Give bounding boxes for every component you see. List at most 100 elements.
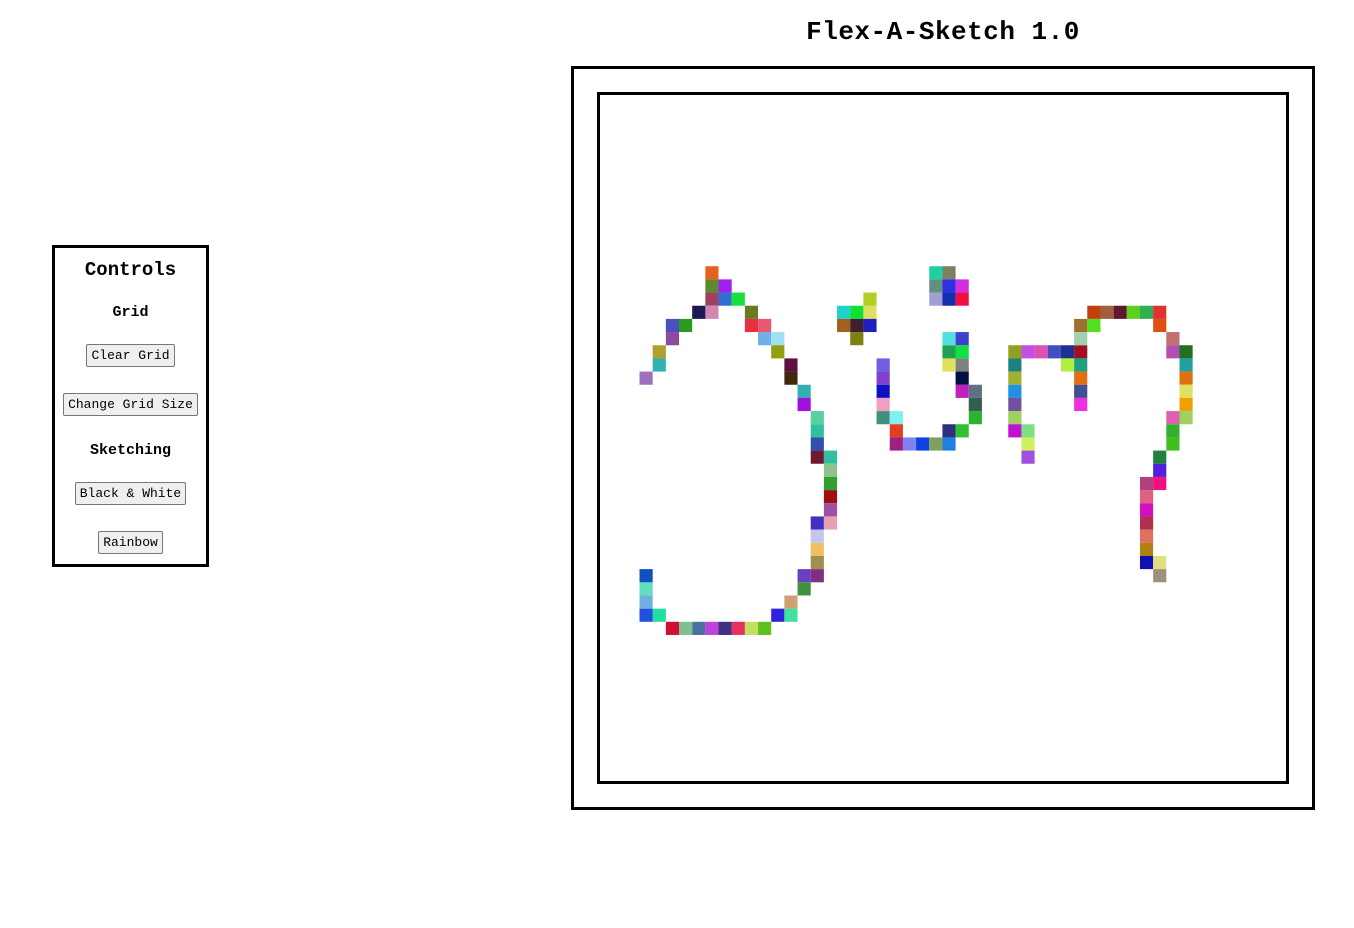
sketch-cell[interactable] xyxy=(784,595,798,609)
sketch-cell[interactable] xyxy=(1060,358,1075,372)
sketch-cell[interactable] xyxy=(1153,555,1167,570)
sketch-cell[interactable] xyxy=(942,279,956,293)
sketch-cell[interactable] xyxy=(1021,345,1035,359)
sketch-cell[interactable] xyxy=(744,318,759,333)
sketch-cell[interactable] xyxy=(810,450,824,464)
sketch-cell[interactable] xyxy=(876,397,890,412)
sketch-cell[interactable] xyxy=(1139,516,1154,530)
sketch-cell[interactable] xyxy=(1100,305,1114,319)
sketch-cell[interactable] xyxy=(679,318,693,333)
sketch-grid[interactable] xyxy=(597,92,1289,784)
sketch-cell[interactable] xyxy=(1139,555,1154,570)
sketch-cell[interactable] xyxy=(1166,424,1180,438)
sketch-cell[interactable] xyxy=(718,621,732,635)
sketch-cell[interactable] xyxy=(810,569,824,583)
sketch-cell[interactable] xyxy=(837,305,851,319)
sketch-cell[interactable] xyxy=(889,437,903,451)
sketch-cell[interactable] xyxy=(1021,437,1035,451)
sketch-cell[interactable] xyxy=(652,608,666,622)
sketch-cell[interactable] xyxy=(1074,397,1088,412)
sketch-cell[interactable] xyxy=(955,371,969,385)
sketch-cell[interactable] xyxy=(784,608,798,622)
sketch-cell[interactable] xyxy=(1166,411,1180,425)
sketch-cell[interactable] xyxy=(1074,332,1088,346)
sketch-cell[interactable] xyxy=(705,292,719,306)
sketch-cell[interactable] xyxy=(705,621,719,635)
sketch-cell[interactable] xyxy=(823,476,838,491)
sketch-cell[interactable] xyxy=(968,397,982,412)
sketch-cell[interactable] xyxy=(929,292,943,306)
sketch-cell[interactable] xyxy=(850,318,864,333)
sketch-cell[interactable] xyxy=(889,411,903,425)
sketch-cell[interactable] xyxy=(639,595,653,609)
sketch-cell[interactable] xyxy=(1021,424,1035,438)
sketch-cell[interactable] xyxy=(1139,503,1154,517)
sketch-cell[interactable] xyxy=(929,266,943,280)
sketch-cell[interactable] xyxy=(1074,384,1088,398)
sketch-cell[interactable] xyxy=(1139,542,1154,556)
sketch-cell[interactable] xyxy=(718,292,732,306)
rainbow-button[interactable]: Rainbow xyxy=(98,531,163,554)
sketch-cell[interactable] xyxy=(1074,371,1088,385)
sketch-cell[interactable] xyxy=(968,384,982,398)
sketch-cell[interactable] xyxy=(1166,345,1180,359)
sketch-cell[interactable] xyxy=(758,621,772,635)
sketch-cell[interactable] xyxy=(639,569,653,583)
sketch-cell[interactable] xyxy=(1166,332,1180,346)
sketch-cell[interactable] xyxy=(916,437,930,451)
sketch-cell[interactable] xyxy=(652,358,666,372)
sketch-cell[interactable] xyxy=(771,345,785,359)
sketch-cell[interactable] xyxy=(823,516,838,530)
sketch-cell[interactable] xyxy=(639,608,653,622)
sketch-cell[interactable] xyxy=(1179,371,1193,385)
sketch-cell[interactable] xyxy=(1008,345,1022,359)
sketch-cell[interactable] xyxy=(1008,411,1022,425)
sketch-cell[interactable] xyxy=(679,621,693,635)
sketch-cell[interactable] xyxy=(1008,397,1022,412)
sketch-cell[interactable] xyxy=(929,279,943,293)
sketch-cell[interactable] xyxy=(942,332,956,346)
sketch-cell[interactable] xyxy=(665,332,680,346)
sketch-cell[interactable] xyxy=(837,318,851,333)
sketch-cell[interactable] xyxy=(810,542,824,556)
sketch-cell[interactable] xyxy=(1179,411,1193,425)
sketch-cell[interactable] xyxy=(955,345,969,359)
sketch-cell[interactable] xyxy=(797,582,811,596)
sketch-cell[interactable] xyxy=(1047,345,1061,359)
sketch-cell[interactable] xyxy=(823,503,838,517)
clear-grid-button[interactable]: Clear Grid xyxy=(86,344,175,367)
sketch-cell[interactable] xyxy=(1166,437,1180,451)
sketch-cell[interactable] xyxy=(1139,305,1154,319)
sketch-cell[interactable] xyxy=(1008,371,1022,385)
sketch-canvas[interactable] xyxy=(600,95,1286,781)
sketch-cell[interactable] xyxy=(1179,358,1193,372)
sketch-cell[interactable] xyxy=(1074,358,1088,372)
sketch-cell[interactable] xyxy=(1179,384,1193,398)
sketch-cell[interactable] xyxy=(1179,397,1193,412)
sketch-cell[interactable] xyxy=(810,424,824,438)
sketch-cell[interactable] xyxy=(1008,424,1022,438)
sketch-cell[interactable] xyxy=(1139,490,1154,504)
sketch-cell[interactable] xyxy=(889,424,903,438)
sketch-cell[interactable] xyxy=(652,345,666,359)
sketch-cell[interactable] xyxy=(771,608,785,622)
sketch-cell[interactable] xyxy=(955,358,969,372)
sketch-cell[interactable] xyxy=(955,384,969,398)
sketch-cell[interactable] xyxy=(784,358,798,372)
sketch-cell[interactable] xyxy=(1087,318,1101,333)
sketch-cell[interactable] xyxy=(823,450,838,464)
sketch-cell[interactable] xyxy=(692,621,706,635)
sketch-cell[interactable] xyxy=(968,411,982,425)
sketch-cell[interactable] xyxy=(810,555,824,570)
sketch-cell[interactable] xyxy=(1153,463,1167,477)
sketch-cell[interactable] xyxy=(1008,358,1022,372)
sketch-cell[interactable] xyxy=(942,424,956,438)
sketch-cell[interactable] xyxy=(1179,345,1193,359)
sketch-cell[interactable] xyxy=(705,305,719,319)
sketch-cell[interactable] xyxy=(876,411,890,425)
sketch-cell[interactable] xyxy=(692,305,706,319)
change-grid-size-button[interactable]: Change Grid Size xyxy=(63,393,198,416)
sketch-cell[interactable] xyxy=(797,397,811,412)
sketch-cell[interactable] xyxy=(876,384,890,398)
sketch-cell[interactable] xyxy=(705,279,719,293)
